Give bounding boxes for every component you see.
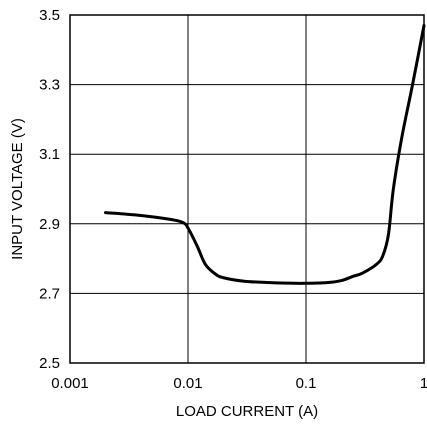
plot-frame (69, 14, 425, 364)
y-tick-label: 2.9 (39, 216, 60, 233)
x-tick-label: 0.001 (51, 375, 89, 392)
series-layer (104, 23, 426, 285)
y-tick-label: 3.5 (39, 7, 60, 24)
y-tick-label: 3.3 (39, 77, 60, 94)
y-tick-label: 3.1 (39, 146, 60, 163)
x-tick-label: 0.1 (296, 375, 317, 392)
x-tick-labels: 0.001 0.01 0.1 1 (51, 375, 427, 392)
x-axis-label: LOAD CURRENT (A) (176, 403, 318, 420)
x-tick-label: 1 (420, 375, 427, 392)
y-tick-labels: 2.5 2.7 2.9 3.1 3.3 3.5 (39, 7, 60, 372)
y-tick-label: 2.5 (39, 355, 60, 372)
series-line (104, 23, 426, 285)
y-tick-label: 2.7 (39, 285, 60, 302)
y-axis-label: INPUT VOLTAGE (V) (9, 118, 26, 260)
grid-lines (69, 14, 425, 364)
x-tick-label: 0.01 (173, 375, 202, 392)
